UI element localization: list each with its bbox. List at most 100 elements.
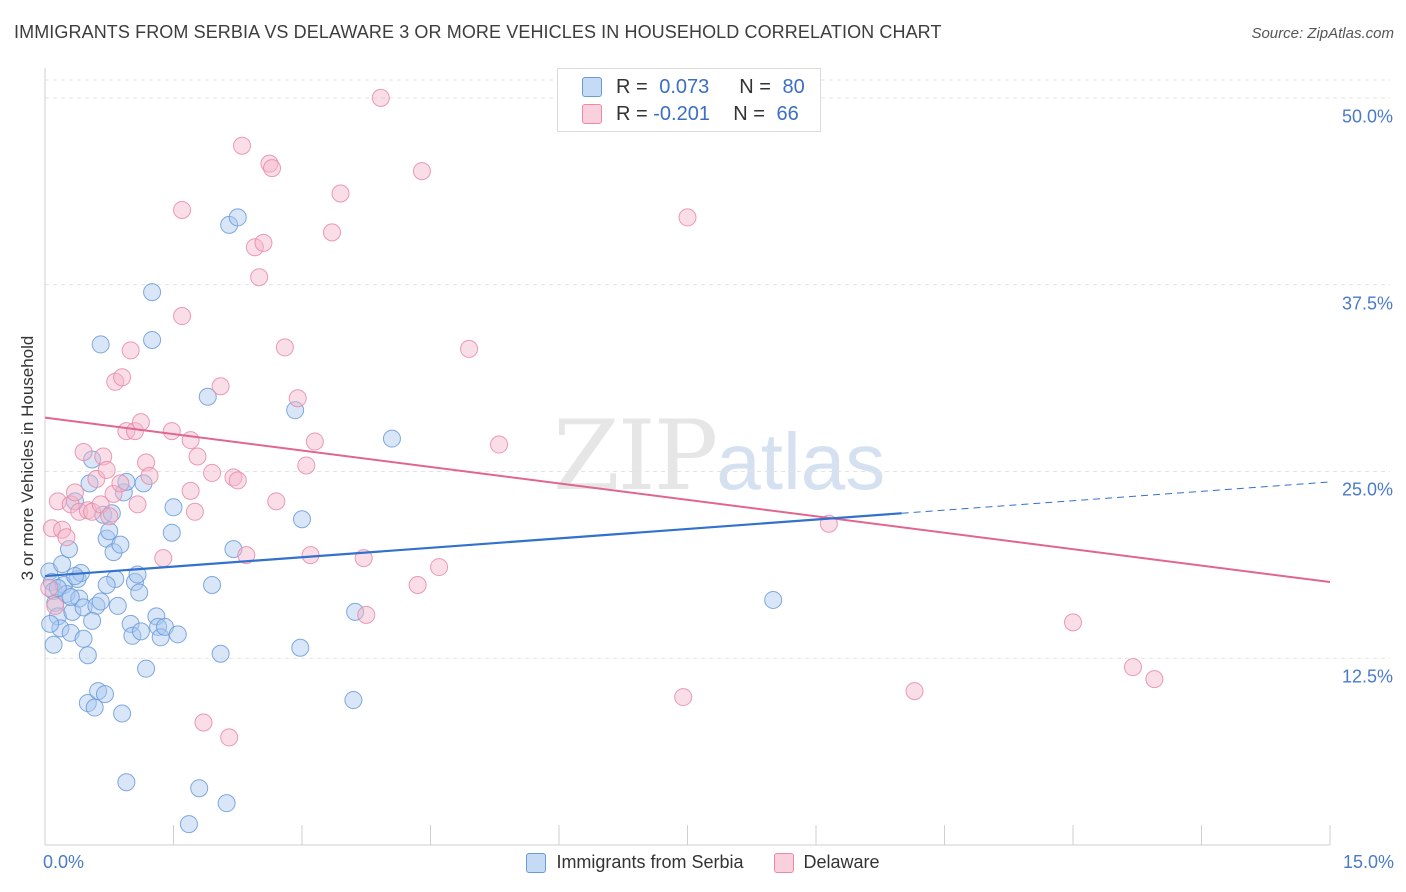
serbia-point-78: [61, 587, 80, 606]
delaware-point-46: [254, 233, 273, 252]
delaware-point-30: [173, 200, 192, 219]
serbia-point-38: [117, 773, 136, 792]
serbia-point-68: [293, 510, 311, 529]
delaware-point-22: [121, 341, 140, 360]
y-tick-label-0: 12.5%: [1341, 666, 1393, 687]
serbia-point-69: [344, 691, 363, 710]
serbia-point-72: [764, 590, 783, 609]
delaware-point-68: [905, 682, 924, 701]
delaware-point-41: [228, 471, 247, 490]
delaware-point-24: [128, 495, 147, 514]
serbia-point-79: [97, 576, 116, 595]
serbia-point-57: [179, 815, 198, 834]
serbia-point-52: [151, 628, 170, 647]
x-tick-label-0: 0.0%: [43, 852, 85, 872]
legend-label-delaware: Delaware: [803, 852, 880, 872]
grid: [45, 79, 1390, 659]
serbia-point-66: [286, 401, 305, 420]
axes: [44, 68, 1331, 846]
serbia-point-71: [382, 429, 401, 448]
serbia-point-34: [111, 535, 130, 554]
serbia-point-41: [125, 573, 144, 592]
stats-legend-row-serbia: R = 0.073 N = 80: [582, 75, 805, 99]
delaware-point-36: [194, 713, 213, 732]
delaware-point-54: [305, 432, 324, 451]
x-tick-label-1: 15.0%: [1342, 852, 1394, 872]
serbia-point-4: [48, 607, 67, 626]
serbia-point-56: [168, 625, 187, 644]
serbia-point-58: [190, 779, 209, 798]
serbia-point-25: [91, 592, 110, 611]
serbia-point-77: [83, 611, 102, 630]
serbia-point-47: [91, 335, 110, 354]
delaware-point-49: [267, 492, 286, 511]
delaware-trend-line: [44, 416, 1331, 584]
serbia-point-45: [134, 474, 153, 493]
serbia-point-29: [100, 522, 119, 541]
chart-title: IMMIGRANTS FROM SERBIA VS DELAWARE 3 OR …: [14, 22, 942, 42]
delaware-swatch: [582, 104, 602, 124]
n-label: N =: [739, 75, 771, 98]
delaware-point-27: [140, 466, 159, 485]
delaware-point-16: [100, 507, 119, 526]
delaware-point-2: [46, 596, 65, 615]
serbia-point-65: [228, 208, 247, 227]
delaware-point-9: [74, 443, 93, 462]
trend-lines: [44, 416, 1331, 584]
serbia-point-46: [137, 659, 156, 678]
delaware-point-43: [237, 546, 256, 565]
serbia-point-35: [113, 704, 132, 723]
r-value: 0.073: [659, 75, 710, 98]
serbia-trend-extension: [901, 481, 1331, 514]
delaware-point-44: [245, 238, 264, 257]
delaware-point-45: [250, 268, 269, 287]
delaware-point-25: [131, 413, 150, 432]
n-value: 80: [782, 75, 805, 98]
y-axis-label: 3 or more Vehicles in Household: [18, 335, 37, 581]
serbia-point-49: [143, 283, 162, 302]
delaware-point-62: [430, 558, 449, 577]
n-value: 66: [776, 102, 799, 125]
delaware-point-48: [263, 159, 282, 178]
delaware-point-33: [181, 431, 200, 450]
serbia-point-67: [291, 638, 310, 657]
serbia-point-70: [346, 602, 365, 621]
legend-label-serbia: Immigrants from Serbia: [556, 852, 744, 872]
serbia-point-40: [123, 626, 142, 645]
legend-item-serbia[interactable]: Immigrants from Serbia: [526, 852, 744, 873]
serbia-point-61: [211, 644, 230, 663]
delaware-point-32: [181, 481, 200, 500]
delaware-point-39: [220, 728, 239, 747]
delaware-point-65: [678, 208, 697, 227]
serbia-point-55: [164, 498, 183, 517]
delaware-point-51: [288, 389, 307, 408]
delaware-point-26: [137, 453, 156, 472]
delaware-point-28: [154, 549, 173, 568]
y-tick-label-2: 37.5%: [1341, 293, 1393, 314]
n-label: N =: [733, 102, 765, 125]
serbia-point-10: [59, 540, 78, 559]
stats-legend-row-delaware: R = -0.201 N = 66: [582, 102, 799, 126]
delaware-point-17: [104, 484, 123, 503]
serbia-point-33: [108, 596, 127, 615]
delaware-point-7: [65, 483, 84, 502]
legend-item-delaware[interactable]: Delaware: [773, 852, 880, 873]
serbia-swatch: [582, 77, 602, 97]
delaware-point-15: [97, 460, 116, 479]
serbia-point-31: [104, 543, 123, 562]
delaware-point-52: [297, 456, 316, 475]
delaware-point-29: [162, 422, 181, 441]
delaware-point-58: [357, 605, 376, 624]
delaware-legend-swatch: [773, 852, 794, 873]
serbia-point-44: [131, 622, 150, 641]
series-legend: Immigrants from Serbia Delaware: [0, 852, 1406, 873]
serbia-point-6: [44, 635, 63, 654]
delaware-point-20: [113, 368, 132, 387]
r-label: R =: [616, 75, 648, 98]
serbia-point-76: [74, 629, 93, 648]
delaware-point-63: [460, 339, 479, 358]
source-label: Source: ZipAtlas.com: [1251, 25, 1394, 42]
delaware-point-34: [185, 502, 204, 521]
serbia-point-43: [130, 583, 149, 602]
